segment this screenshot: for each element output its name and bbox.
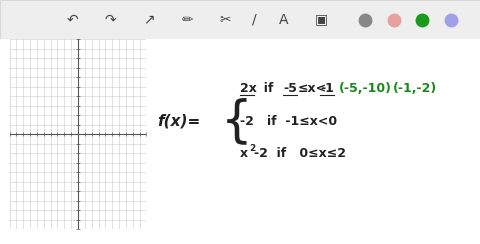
- Text: f(x)=: f(x)=: [157, 113, 201, 129]
- Text: if: if: [255, 82, 282, 95]
- Text: ↷: ↷: [105, 12, 116, 27]
- Text: A: A: [278, 12, 288, 27]
- Text: x: x: [240, 147, 248, 160]
- Text: /: /: [252, 12, 257, 27]
- Text: (-1,-2): (-1,-2): [393, 82, 437, 95]
- Text: ✏: ✏: [181, 12, 193, 27]
- Text: ↗: ↗: [143, 12, 155, 27]
- Text: ≤x<: ≤x<: [298, 82, 327, 95]
- Text: -2   if  -1≤x<0: -2 if -1≤x<0: [240, 114, 337, 128]
- Text: ↶: ↶: [66, 12, 78, 27]
- Text: {: {: [221, 97, 253, 145]
- Text: 2x: 2x: [240, 82, 257, 95]
- Text: ▣: ▣: [315, 12, 328, 27]
- Text: (-5,-10): (-5,-10): [339, 82, 392, 95]
- Text: -1: -1: [321, 82, 334, 95]
- Text: 2: 2: [249, 144, 255, 153]
- Text: -2  if   0≤x≤2: -2 if 0≤x≤2: [254, 147, 346, 160]
- Text: -5: -5: [284, 82, 297, 95]
- Text: ✂: ✂: [220, 12, 231, 27]
